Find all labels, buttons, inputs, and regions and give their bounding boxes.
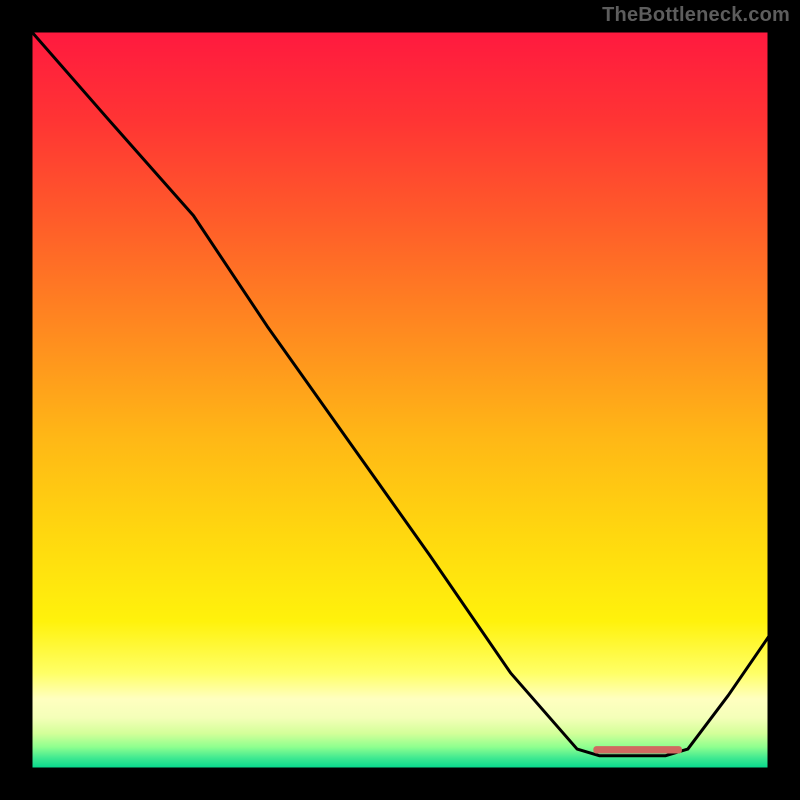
gradient-background: [31, 31, 769, 769]
watermark-text: TheBottleneck.com: [602, 4, 790, 27]
chart-frame: TheBottleneck.com: [0, 0, 800, 800]
plot-area: [31, 31, 769, 769]
bottleneck-chart: [0, 0, 800, 800]
optimal-range-marker: [593, 746, 682, 753]
